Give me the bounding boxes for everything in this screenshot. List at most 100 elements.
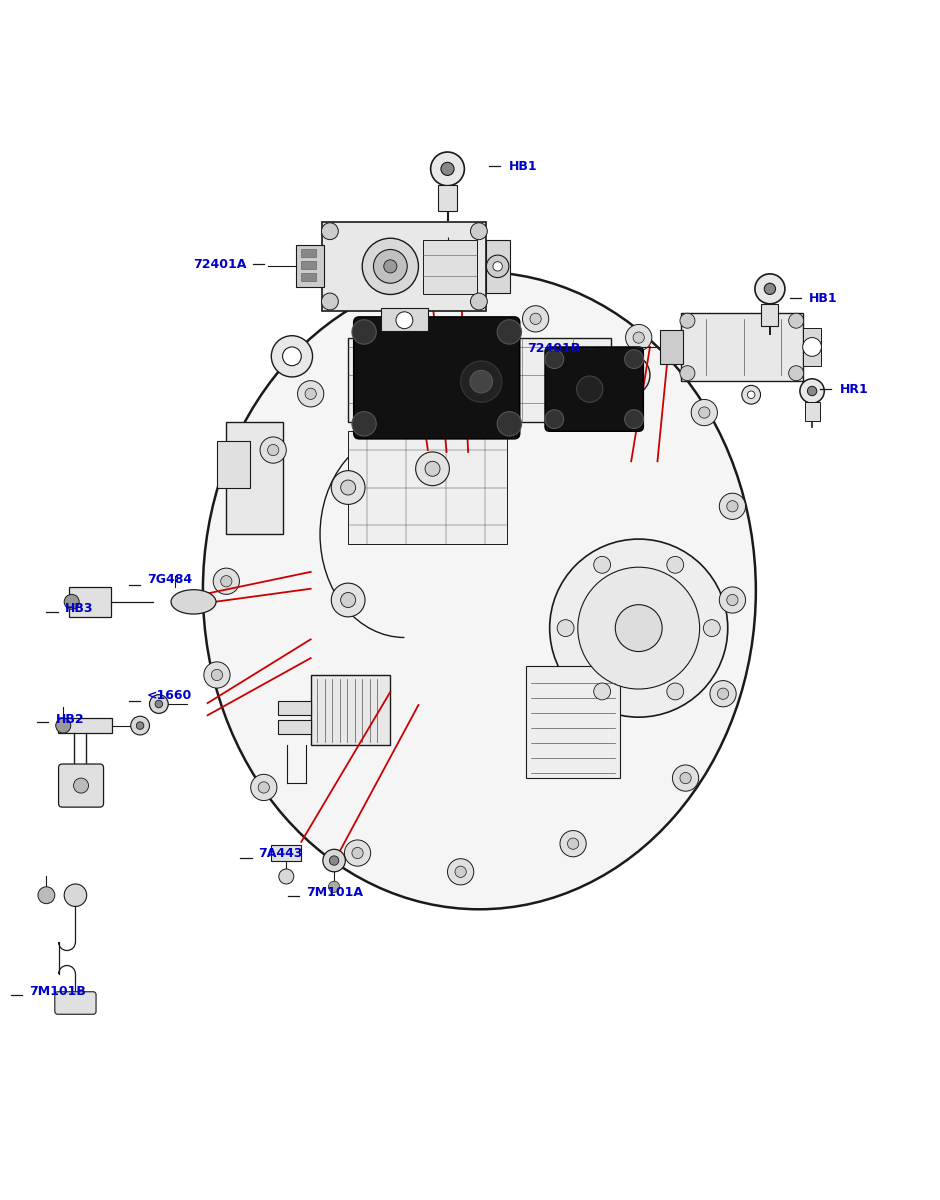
Circle shape <box>594 683 611 700</box>
Circle shape <box>486 256 509 277</box>
Circle shape <box>306 388 316 400</box>
Circle shape <box>321 293 338 310</box>
Ellipse shape <box>203 272 756 910</box>
Circle shape <box>800 379 824 403</box>
Circle shape <box>155 701 163 708</box>
Bar <box>301 272 316 281</box>
Circle shape <box>272 336 312 377</box>
Circle shape <box>352 847 363 859</box>
Circle shape <box>251 774 277 800</box>
Bar <box>438 185 457 211</box>
Bar <box>278 720 311 734</box>
Circle shape <box>470 371 493 392</box>
Text: 72401A: 72401A <box>194 258 247 271</box>
Circle shape <box>352 412 376 436</box>
Circle shape <box>329 856 338 865</box>
Text: 7M101B: 7M101B <box>29 985 86 998</box>
Circle shape <box>807 386 817 396</box>
Circle shape <box>497 319 522 344</box>
FancyBboxPatch shape <box>545 347 643 431</box>
Circle shape <box>557 619 574 636</box>
Circle shape <box>710 680 736 707</box>
Circle shape <box>331 470 365 504</box>
Bar <box>526 666 620 778</box>
Circle shape <box>431 152 464 186</box>
Circle shape <box>461 361 502 402</box>
Bar <box>660 330 682 364</box>
Circle shape <box>568 838 579 850</box>
Circle shape <box>423 347 442 366</box>
Bar <box>301 248 316 257</box>
Text: 7M101A: 7M101A <box>306 886 363 899</box>
Circle shape <box>545 349 564 368</box>
Circle shape <box>672 764 698 791</box>
Circle shape <box>64 594 79 610</box>
Bar <box>805 402 820 421</box>
Circle shape <box>268 444 279 456</box>
Bar <box>803 329 822 366</box>
Circle shape <box>212 670 223 680</box>
Circle shape <box>691 400 717 426</box>
Bar <box>57 718 112 733</box>
Bar <box>272 845 302 862</box>
Circle shape <box>149 695 168 714</box>
Circle shape <box>545 409 564 428</box>
Circle shape <box>755 274 785 304</box>
Circle shape <box>344 840 370 866</box>
FancyBboxPatch shape <box>58 764 103 808</box>
Ellipse shape <box>171 589 216 614</box>
Bar <box>301 260 316 269</box>
Circle shape <box>789 313 804 329</box>
Text: <1660: <1660 <box>147 689 192 702</box>
Text: 72401B: 72401B <box>527 342 581 355</box>
Bar <box>486 240 509 293</box>
Circle shape <box>384 259 397 272</box>
Circle shape <box>221 576 232 587</box>
Circle shape <box>412 336 453 377</box>
Bar <box>278 701 311 715</box>
Circle shape <box>576 376 603 402</box>
Text: 7G484: 7G484 <box>147 572 192 586</box>
Circle shape <box>441 162 454 175</box>
Text: HB1: HB1 <box>509 160 538 173</box>
Circle shape <box>213 568 240 594</box>
Circle shape <box>38 887 55 904</box>
Bar <box>217 440 250 487</box>
Circle shape <box>803 337 822 356</box>
Circle shape <box>719 493 745 520</box>
Circle shape <box>497 412 522 436</box>
Circle shape <box>719 587 745 613</box>
Circle shape <box>362 239 418 294</box>
Circle shape <box>680 773 691 784</box>
Circle shape <box>298 380 323 407</box>
Text: 7A443: 7A443 <box>258 846 303 859</box>
Bar <box>761 304 778 326</box>
Circle shape <box>260 437 287 463</box>
Circle shape <box>425 461 440 476</box>
Circle shape <box>352 319 376 344</box>
Circle shape <box>493 262 502 271</box>
Bar <box>381 308 428 331</box>
Circle shape <box>560 830 587 857</box>
Circle shape <box>136 722 144 730</box>
Circle shape <box>530 313 541 324</box>
FancyBboxPatch shape <box>353 317 520 439</box>
Circle shape <box>396 312 413 329</box>
Circle shape <box>55 718 70 733</box>
Circle shape <box>322 850 345 871</box>
Circle shape <box>447 859 474 884</box>
Circle shape <box>523 306 549 332</box>
Circle shape <box>470 223 487 240</box>
Bar <box>69 587 111 617</box>
Text: car parts: car parts <box>387 576 553 610</box>
Circle shape <box>633 332 644 343</box>
Circle shape <box>391 306 417 332</box>
Text: HB1: HB1 <box>809 292 838 305</box>
Circle shape <box>258 782 270 793</box>
Bar <box>348 431 508 544</box>
Circle shape <box>742 385 760 404</box>
Circle shape <box>764 283 775 294</box>
Circle shape <box>609 354 650 396</box>
FancyBboxPatch shape <box>55 991 96 1014</box>
Circle shape <box>331 583 365 617</box>
